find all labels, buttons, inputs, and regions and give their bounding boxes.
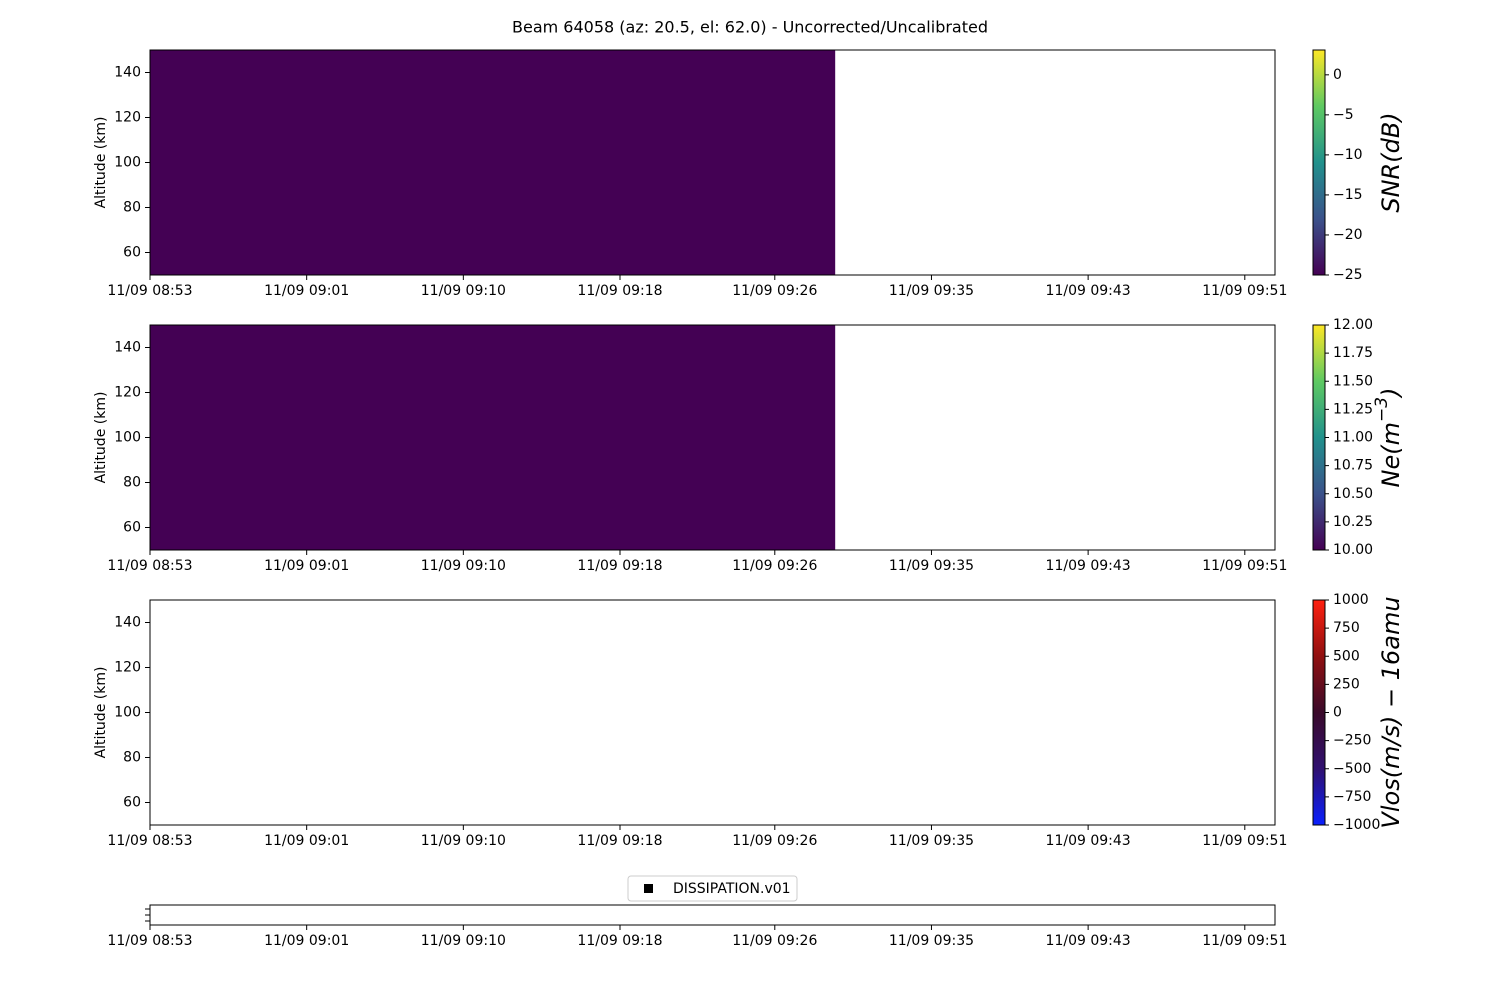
colorbar-tick-label: 250 (1333, 676, 1360, 692)
x-tick-label: 11/09 09:43 (1046, 833, 1131, 849)
colorbar-tick-label: −500 (1333, 761, 1371, 777)
x-tick-label: 11/09 09:43 (1046, 933, 1131, 949)
x-tick-label: 11/09 09:01 (264, 558, 349, 574)
colorbar-tick-label: 500 (1333, 648, 1360, 664)
colorbar-tick-label: 10.75 (1333, 458, 1373, 474)
legend-box (627, 875, 798, 902)
colorbar-tick-label: 10.25 (1333, 514, 1373, 530)
colorbar-tick-label: −750 (1333, 789, 1371, 805)
colorbar-tick-label: 750 (1333, 620, 1360, 636)
colorbar (1312, 49, 1326, 276)
colorbar-label-part: ) (1377, 388, 1405, 399)
colorbar-label-part: Vlos(m/s) − 16amu (1377, 596, 1405, 828)
colorbar-tick-label: −1000 (1333, 817, 1380, 833)
y-tick-label: 80 (123, 750, 141, 766)
colorbar-tick-label: −250 (1333, 733, 1371, 749)
x-tick-label: 11/09 09:51 (1202, 933, 1287, 949)
colorbar-tick-label: 11.00 (1333, 430, 1373, 446)
colorbar-label-part: Ne(m (1377, 422, 1405, 487)
colorbar-tick-label: 0 (1333, 705, 1342, 721)
x-tick-label: 11/09 09:43 (1046, 558, 1131, 574)
y-tick-label: 120 (114, 385, 141, 401)
heatmap-cell (150, 325, 836, 550)
y-tick-label: 100 (114, 430, 141, 446)
colorbar-tick-label: 11.50 (1333, 373, 1373, 389)
x-tick-label: 11/09 09:26 (732, 558, 817, 574)
x-tick-label: 11/09 09:18 (577, 283, 662, 299)
y-tick-label: 140 (114, 65, 141, 81)
y-tick-label: 140 (114, 615, 141, 631)
y-tick-label: 60 (123, 795, 141, 811)
x-tick-label: 11/09 09:26 (732, 933, 817, 949)
colorbar-label: SNR(dB) (1377, 112, 1405, 212)
y-tick-label: 60 (123, 245, 141, 261)
legend-label: DISSIPATION.v01 (673, 881, 791, 897)
x-tick-label: 11/09 09:26 (732, 833, 817, 849)
colorbar-tick-label: 1000 (1333, 592, 1369, 608)
x-tick-label: 11/09 09:10 (421, 933, 506, 949)
x-tick-label: 11/09 08:53 (107, 933, 192, 949)
x-tick-label: 11/09 09:18 (577, 833, 662, 849)
y-tick-label: 100 (114, 155, 141, 171)
colorbar-label: Ne(m−3) (1372, 388, 1405, 488)
plot-frame (149, 599, 1276, 826)
colorbar-tick-label: −20 (1333, 227, 1363, 243)
plot-frame (149, 904, 1276, 926)
heatmap-cell (150, 50, 836, 275)
colorbar-tick-label: −10 (1333, 147, 1363, 163)
x-tick-label: 11/09 08:53 (107, 283, 192, 299)
colorbar-tick-label: 11.25 (1333, 401, 1373, 417)
x-tick-label: 11/09 09:10 (421, 283, 506, 299)
colorbar (1312, 599, 1326, 826)
y-axis-label: Altitude (km) (93, 392, 109, 484)
x-tick-label: 11/09 09:51 (1202, 558, 1287, 574)
y-tick-label: 60 (123, 520, 141, 536)
x-tick-label: 11/09 09:01 (264, 833, 349, 849)
colorbar-tick-label: 10.50 (1333, 486, 1373, 502)
colorbar-tick-label: −15 (1333, 187, 1363, 203)
colorbar-tick-label: 12.00 (1333, 317, 1373, 333)
colorbar-label-part: SNR(dB) (1377, 112, 1405, 212)
x-tick-label: 11/09 09:35 (889, 558, 974, 574)
y-tick-label: 80 (123, 200, 141, 216)
x-tick-label: 11/09 09:10 (421, 833, 506, 849)
colorbar-label-part: −3 (1372, 397, 1392, 422)
y-axis-label: Altitude (km) (93, 667, 109, 759)
x-tick-label: 11/09 09:43 (1046, 283, 1131, 299)
x-tick-label: 11/09 08:53 (107, 833, 192, 849)
colorbar-tick-label: 0 (1333, 67, 1342, 83)
x-tick-label: 11/09 09:10 (421, 558, 506, 574)
colorbar-label: Vlos(m/s) − 16amu (1377, 596, 1405, 828)
x-tick-label: 11/09 09:35 (889, 833, 974, 849)
chart-title: Beam 64058 (az: 20.5, el: 62.0) - Uncorr… (512, 18, 988, 37)
x-tick-label: 11/09 09:18 (577, 933, 662, 949)
y-tick-label: 80 (123, 475, 141, 491)
x-tick-label: 11/09 09:01 (264, 283, 349, 299)
legend-marker (644, 884, 653, 893)
y-tick-label: 100 (114, 705, 141, 721)
colorbar-tick-label: −5 (1333, 107, 1354, 123)
x-tick-label: 11/09 09:51 (1202, 283, 1287, 299)
y-axis-label: Altitude (km) (93, 117, 109, 209)
colorbar (1312, 324, 1326, 551)
x-tick-label: 11/09 09:26 (732, 283, 817, 299)
y-tick-label: 120 (114, 110, 141, 126)
colorbar-tick-label: 11.75 (1333, 345, 1373, 361)
y-tick-label: 120 (114, 660, 141, 676)
x-tick-label: 11/09 09:51 (1202, 833, 1287, 849)
colorbar-tick-label: −25 (1333, 267, 1363, 283)
x-tick-label: 11/09 09:35 (889, 933, 974, 949)
x-tick-label: 11/09 09:18 (577, 558, 662, 574)
x-tick-label: 11/09 09:01 (264, 933, 349, 949)
x-tick-label: 11/09 08:53 (107, 558, 192, 574)
y-tick-label: 140 (114, 340, 141, 356)
colorbar-tick-label: 10.00 (1333, 542, 1373, 558)
x-tick-label: 11/09 09:35 (889, 283, 974, 299)
